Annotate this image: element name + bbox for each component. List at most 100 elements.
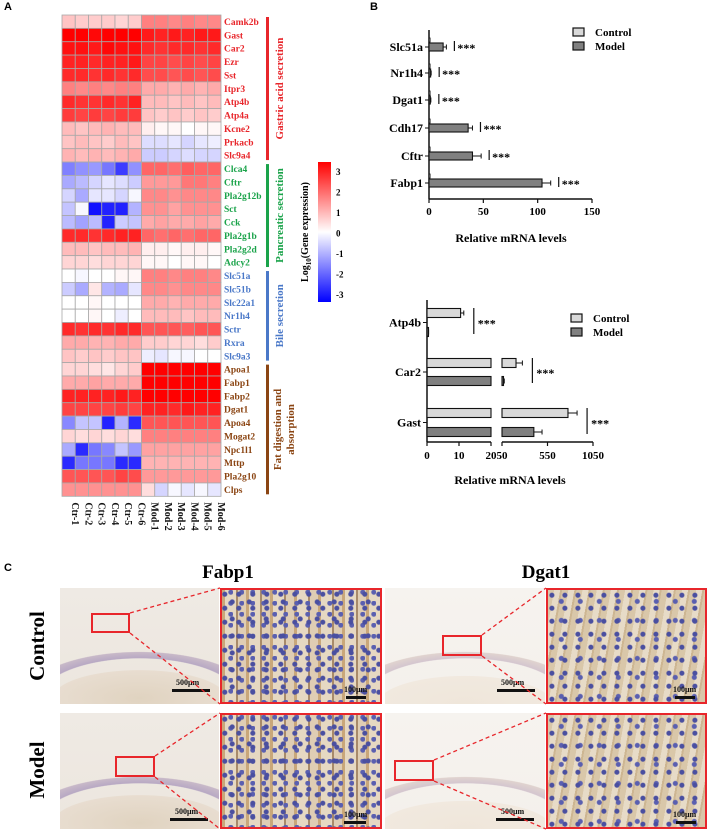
colorbar-label: Log10(Gene expression) bbox=[300, 182, 313, 282]
scale-bar bbox=[497, 689, 535, 692]
heatmap-cell bbox=[180, 335, 195, 350]
heatmap-cell bbox=[61, 201, 76, 216]
heatmap-cell bbox=[180, 148, 195, 163]
heatmap-cell bbox=[154, 68, 169, 83]
heatmap-cell bbox=[127, 415, 142, 430]
heatmap-cell bbox=[180, 161, 195, 176]
heatmap-cell bbox=[194, 161, 209, 176]
bar-control bbox=[426, 357, 492, 369]
heatmap-cell bbox=[141, 455, 156, 470]
bar-control-segment-2 bbox=[501, 407, 569, 419]
heatmap-cell bbox=[194, 469, 209, 484]
heatmap-cell bbox=[127, 201, 142, 216]
heatmap-cell bbox=[127, 455, 142, 470]
significance-label: *** bbox=[492, 150, 510, 164]
heatmap-cell bbox=[207, 295, 222, 310]
scale-bar bbox=[170, 818, 208, 821]
heatmap-cell bbox=[101, 429, 116, 444]
x-tick-label: 0 bbox=[424, 450, 430, 462]
heatmap-cell bbox=[194, 27, 209, 43]
heatmap-cell bbox=[194, 455, 209, 470]
heatmap-cell bbox=[88, 41, 103, 56]
gene-label: Slc9a4 bbox=[224, 152, 251, 162]
heatmap-cell bbox=[114, 482, 129, 497]
significance-label: *** bbox=[562, 177, 580, 191]
heatmap-cell bbox=[141, 148, 156, 163]
heatmap-cell bbox=[61, 68, 76, 83]
heatmap-cell bbox=[88, 215, 103, 230]
heatmap-cell bbox=[167, 201, 182, 216]
column-label: Mod-1 bbox=[149, 502, 160, 530]
heatmap-cell bbox=[207, 241, 222, 257]
heatmap-cell bbox=[207, 375, 222, 390]
heatmap-cell bbox=[141, 134, 156, 150]
heatmap-cell bbox=[74, 322, 89, 337]
gene-label: Mttp bbox=[224, 459, 245, 469]
heatmap-cell bbox=[141, 188, 156, 203]
heatmap-cell bbox=[167, 94, 182, 109]
category-label: Nr1h4 bbox=[390, 66, 423, 80]
heatmap-cell bbox=[88, 348, 103, 364]
gene-label: Sst bbox=[224, 71, 237, 81]
heatmap-cell bbox=[61, 121, 76, 136]
colorbar-tick: -2 bbox=[336, 270, 344, 280]
heatmap-cell bbox=[154, 148, 169, 163]
gene-label: Mogat2 bbox=[224, 432, 255, 442]
heatmap-cell bbox=[114, 455, 129, 470]
heatmap-cell bbox=[154, 281, 169, 297]
heatmap-cell bbox=[207, 402, 222, 417]
heatmap-cell bbox=[114, 215, 129, 230]
heatmap-cell bbox=[74, 94, 89, 109]
scale-label: 500μm bbox=[501, 678, 525, 687]
heatmap-cell bbox=[114, 41, 129, 56]
x-tick-label: 50 bbox=[497, 450, 509, 462]
heatmap-cell bbox=[101, 241, 116, 257]
heatmap-cell bbox=[88, 148, 103, 163]
heatmap: Camk2b Gast Car2 Ezr Sst Itpr3 Atp4b Atp4a Kcne2… bbox=[61, 14, 297, 531]
x-tick-label: 50 bbox=[478, 206, 490, 218]
legend-swatch-control bbox=[570, 313, 583, 323]
heatmap-cell bbox=[74, 134, 89, 150]
heatmap-cell bbox=[207, 14, 222, 29]
heatmap-cell bbox=[207, 188, 222, 203]
heatmap-cell bbox=[61, 402, 76, 417]
heatmap-cell bbox=[167, 415, 182, 430]
heatmap-cell bbox=[114, 241, 129, 257]
heatmap-cell bbox=[74, 402, 89, 417]
ihc-dgat1-control-zoom: 100μm bbox=[546, 588, 707, 704]
heatmap-cell bbox=[88, 308, 103, 323]
bar-chart-top: 0 50 100 150 Relative mRNA levels Slc51a *** Nr… bbox=[389, 27, 631, 245]
heatmap-cell bbox=[167, 54, 182, 69]
scale-label: 500μm bbox=[176, 678, 200, 687]
heatmap-cell bbox=[194, 228, 209, 243]
ihc-dgat1-model-zoom: 100μm bbox=[546, 713, 707, 829]
heatmap-cell bbox=[207, 255, 222, 270]
heatmap-cell bbox=[154, 27, 169, 43]
heatmap-cell bbox=[114, 402, 129, 417]
heatmap-cell bbox=[88, 281, 103, 297]
heatmap-cell bbox=[194, 121, 209, 136]
heatmap-cell bbox=[74, 362, 89, 377]
heatmap-cell bbox=[180, 469, 195, 484]
heatmap-cell bbox=[74, 281, 89, 297]
heatmap-cell bbox=[180, 175, 195, 190]
heatmap-cell bbox=[180, 201, 195, 216]
heatmap-cell bbox=[101, 322, 116, 337]
heatmap-cell bbox=[74, 295, 89, 310]
heatmap-cell bbox=[207, 388, 222, 404]
group-label: Bile secretion bbox=[274, 284, 286, 347]
column-label: Ctr-3 bbox=[96, 502, 107, 525]
heatmap-cell bbox=[180, 281, 195, 297]
heatmap-cell bbox=[61, 228, 76, 243]
heatmap-cell bbox=[180, 134, 195, 150]
heatmap-cell bbox=[207, 348, 222, 364]
bar-chart-bottom: 0 10 20 50 550 1050 Relative mRNA levels Atp4b *… bbox=[389, 300, 629, 487]
heatmap-cell bbox=[194, 215, 209, 230]
colorbar-label-sub: 10 bbox=[305, 258, 313, 266]
heatmap-cell bbox=[167, 41, 182, 56]
heatmap-cell bbox=[141, 429, 156, 444]
heatmap-cell bbox=[101, 201, 116, 216]
gene-label: Dgat1 bbox=[224, 406, 249, 416]
gene-label: Fabp2 bbox=[224, 392, 250, 402]
heatmap-cell bbox=[127, 482, 142, 497]
